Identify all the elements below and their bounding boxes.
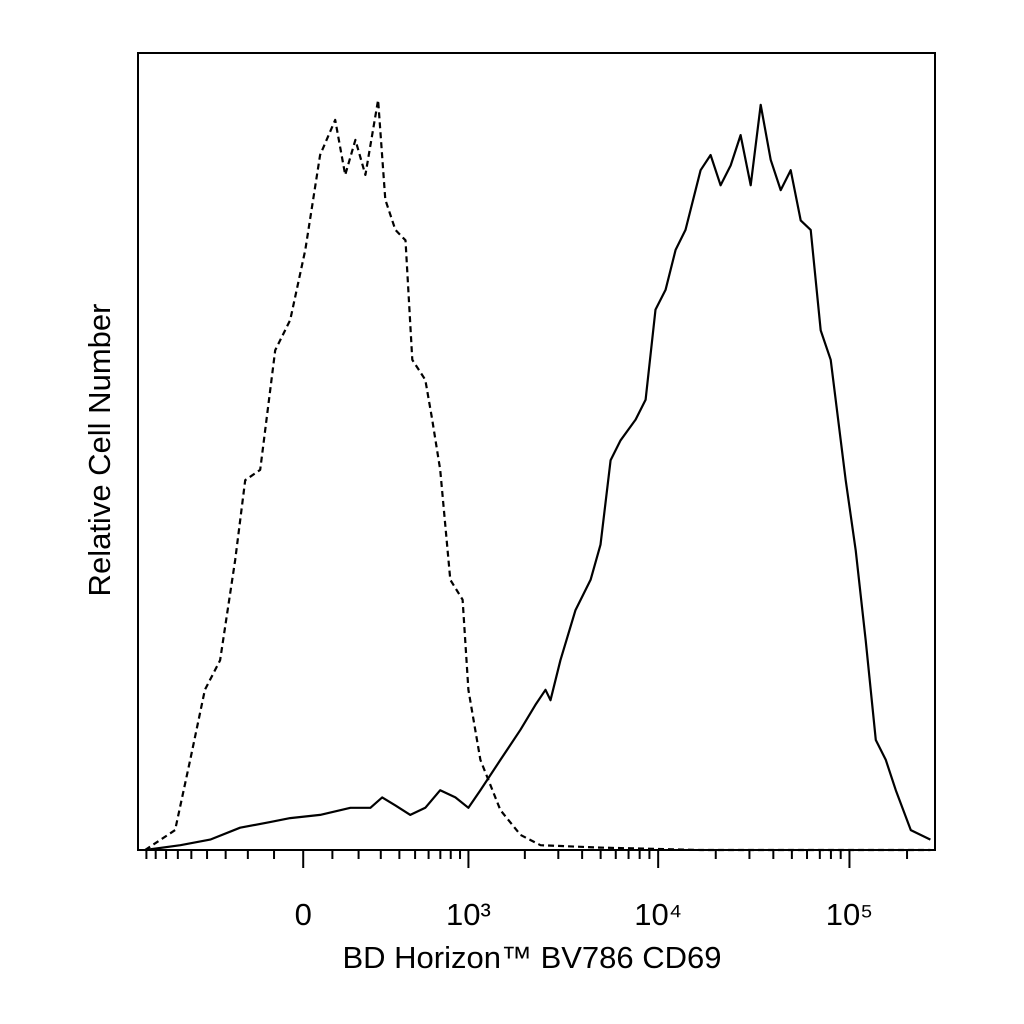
histogram-line	[144, 103, 931, 852]
histogram-line	[144, 98, 931, 852]
x-tick-label: 10⁴	[634, 897, 682, 932]
plot-frame	[137, 52, 936, 851]
x-axis-label: BD Horizon™ BV786 CD69	[342, 940, 721, 975]
x-tick-label: 10⁵	[826, 897, 873, 932]
x-tick-label: 10³	[446, 897, 491, 932]
y-axis-label: Relative Cell Number	[82, 304, 117, 597]
x-tick-label: 0	[295, 897, 312, 932]
